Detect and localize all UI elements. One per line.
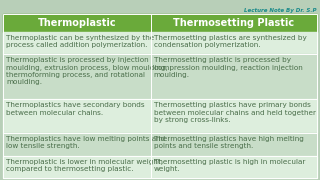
Bar [3, 133, 151, 156]
Bar [151, 156, 317, 178]
Bar [151, 32, 317, 55]
Bar [3, 156, 151, 178]
Text: Lecture Note By Dr. S.P: Lecture Note By Dr. S.P [244, 8, 317, 13]
Bar [3, 99, 151, 133]
Text: Thermoplastic: Thermoplastic [37, 18, 116, 28]
Text: Thermoplastics have low melting points and
low tensile strength.: Thermoplastics have low melting points a… [6, 136, 165, 149]
Text: Thermoplastic is processed by injection
moulding, extrusion process, blow mouldi: Thermoplastic is processed by injection … [6, 57, 168, 85]
Bar [151, 55, 317, 99]
Text: Thermoplastic is lower in molecular weight,
compared to thermosetting plastic.: Thermoplastic is lower in molecular weig… [6, 159, 163, 172]
Text: Thermosetting plastics are synthesized by
condensation polymerization.: Thermosetting plastics are synthesized b… [154, 35, 306, 48]
Text: Thermosetting Plastic: Thermosetting Plastic [173, 18, 294, 28]
Bar [3, 14, 151, 32]
Text: Thermoplastic can be synthesized by the
process called addition polymerization.: Thermoplastic can be synthesized by the … [6, 35, 154, 48]
Bar [3, 32, 151, 55]
Bar [151, 99, 317, 133]
Bar [3, 55, 151, 99]
Text: Thermoplastics have secondary bonds
between molecular chains.: Thermoplastics have secondary bonds betw… [6, 102, 145, 116]
Bar [151, 14, 317, 32]
Bar [151, 133, 317, 156]
Text: Thermosetting plastics have primary bonds
between molecular chains and held toge: Thermosetting plastics have primary bond… [154, 102, 316, 123]
Text: Thermosetting plastic is processed by
compression moulding, reaction injection
m: Thermosetting plastic is processed by co… [154, 57, 302, 78]
Text: Thermosetting plastic is high in molecular
weight.: Thermosetting plastic is high in molecul… [154, 159, 305, 172]
Text: Thermosetting plastics have high melting
points and tensile strength.: Thermosetting plastics have high melting… [154, 136, 303, 149]
